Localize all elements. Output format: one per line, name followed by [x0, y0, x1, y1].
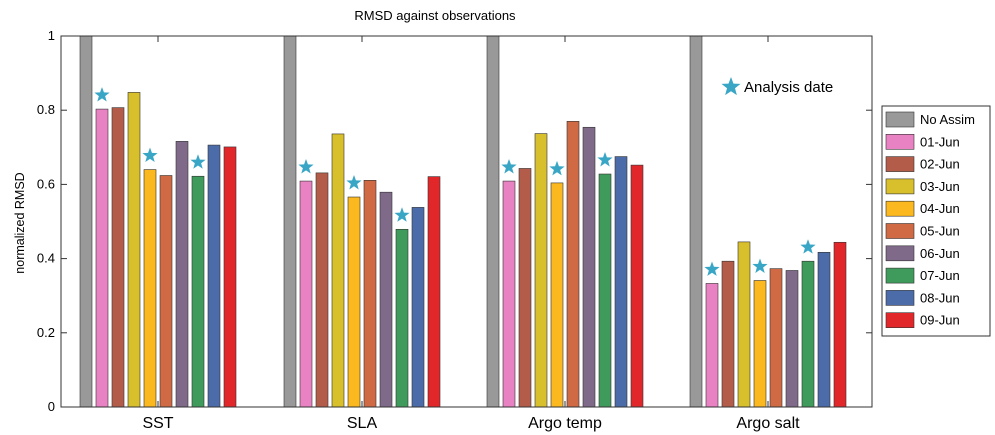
- star-icon: [752, 258, 768, 273]
- star-icon: [597, 152, 613, 167]
- star-icon: [549, 160, 565, 176]
- bar-sst-no-assim: [79, 35, 93, 408]
- legend-label: 05-Jun: [920, 224, 960, 239]
- bar-sst-04-jun: [143, 169, 157, 408]
- bar-sla-01-jun: [299, 180, 313, 408]
- legend-swatch: [885, 134, 915, 150]
- star-icon: [94, 87, 110, 102]
- legend-swatch: [885, 312, 915, 329]
- bar-sla-06-jun: [379, 191, 393, 408]
- chart-title: RMSD against observations: [354, 8, 516, 23]
- bar-argo-salt-02-jun: [721, 260, 735, 408]
- star-icon: [721, 77, 741, 96]
- legend-label: 06-Jun: [920, 246, 960, 261]
- legend-swatch: [885, 200, 915, 217]
- legend-swatch: [885, 156, 915, 172]
- analysis-markers-layer: [94, 87, 816, 276]
- bar-argo-salt-08-jun: [817, 251, 831, 408]
- y-tick-label: 0: [48, 399, 55, 414]
- star-icon: [298, 159, 314, 174]
- legend-label: 09-Jun: [920, 313, 960, 328]
- legend-swatch: [885, 245, 915, 262]
- star-icon: [501, 159, 517, 174]
- axes-layer: 0 0.2 0.4 0.6 0.8 1 SST SLA Argo temp Argo salt: [37, 28, 873, 432]
- bar-sla-03-jun: [331, 133, 345, 408]
- legend-label: 02-Jun: [920, 157, 960, 172]
- x-tick-label: SLA: [347, 415, 378, 432]
- plot-frame: [60, 35, 873, 408]
- legend-label: No Assim: [920, 112, 975, 127]
- legend-swatch: [885, 290, 915, 306]
- bar-sst-05-jun: [159, 175, 173, 408]
- bar-argo-temp-06-jun: [582, 126, 596, 408]
- bar-argo-temp-08-jun: [614, 156, 628, 408]
- bar-argo-temp-04-jun: [550, 182, 564, 408]
- analysis-date-annotation: Analysis date: [721, 77, 833, 96]
- x-tick-label: SST: [142, 415, 173, 432]
- y-tick-label: 0.6: [37, 176, 55, 191]
- bar-sla-07-jun: [395, 228, 409, 408]
- bar-sla-09-jun: [427, 176, 441, 408]
- bar-sla-08-jun: [411, 207, 425, 408]
- legend-label: 07-Jun: [920, 268, 960, 283]
- star-icon: [346, 175, 362, 190]
- legend-label: 03-Jun: [920, 179, 960, 194]
- bar-argo-temp-03-jun: [534, 133, 548, 408]
- legend-swatch: [885, 267, 915, 284]
- star-icon: [190, 154, 206, 169]
- bar-argo-salt-03-jun: [737, 241, 751, 408]
- legend-swatch: [885, 178, 915, 195]
- bar-sla-02-jun: [315, 172, 329, 408]
- y-tick-label: 0.4: [37, 251, 55, 266]
- bars-layer: [79, 35, 847, 408]
- bar-argo-temp-09-jun: [630, 164, 644, 408]
- bar-argo-salt-09-jun: [833, 241, 847, 408]
- bar-argo-salt-07-jun: [801, 260, 815, 408]
- x-tick-label: Argo temp: [528, 415, 602, 432]
- y-tick-label: 0.2: [37, 325, 55, 340]
- legend-label: 08-Jun: [920, 290, 960, 305]
- x-tick-label: Argo salt: [736, 415, 800, 432]
- bar-argo-salt-06-jun: [785, 270, 799, 408]
- bar-argo-temp-07-jun: [598, 173, 612, 408]
- bar-argo-salt-no-assim: [689, 35, 703, 408]
- bar-argo-temp-no-assim: [486, 35, 500, 408]
- legend-label: 04-Jun: [920, 201, 960, 216]
- analysis-date-label: Analysis date: [744, 79, 833, 96]
- legend-label: 01-Jun: [920, 134, 960, 149]
- star-icon: [704, 261, 720, 276]
- bar-argo-temp-01-jun: [502, 180, 516, 408]
- bar-sst-01-jun: [95, 108, 109, 408]
- legend-swatch: [885, 223, 915, 239]
- bar-sla-05-jun: [363, 180, 377, 408]
- y-axis-label: normalized RMSD: [13, 172, 27, 273]
- legend-swatch: [885, 111, 915, 128]
- bar-sst-09-jun: [223, 146, 237, 408]
- bar-sst-07-jun: [191, 175, 205, 408]
- bar-sst-08-jun: [207, 144, 221, 408]
- bar-argo-salt-05-jun: [769, 268, 783, 408]
- bar-sst-06-jun: [175, 141, 189, 408]
- legend: No Assim 01-Jun 02-Jun 03-Jun 04-Jun 05-Jun 06…: [881, 105, 991, 337]
- bar-sla-04-jun: [347, 196, 361, 408]
- bar-argo-temp-02-jun: [518, 168, 532, 408]
- bar-argo-salt-04-jun: [753, 280, 767, 408]
- bar-argo-temp-05-jun: [566, 121, 580, 408]
- star-icon: [142, 147, 158, 163]
- bar-argo-salt-01-jun: [705, 283, 719, 408]
- bar-sla-no-assim: [283, 35, 297, 408]
- y-tick-label: 1: [48, 28, 55, 43]
- bar-sst-02-jun: [111, 107, 125, 408]
- star-icon: [800, 239, 816, 254]
- star-icon: [394, 207, 410, 222]
- bar-sst-03-jun: [127, 92, 141, 408]
- y-tick-label: 0.8: [37, 102, 55, 117]
